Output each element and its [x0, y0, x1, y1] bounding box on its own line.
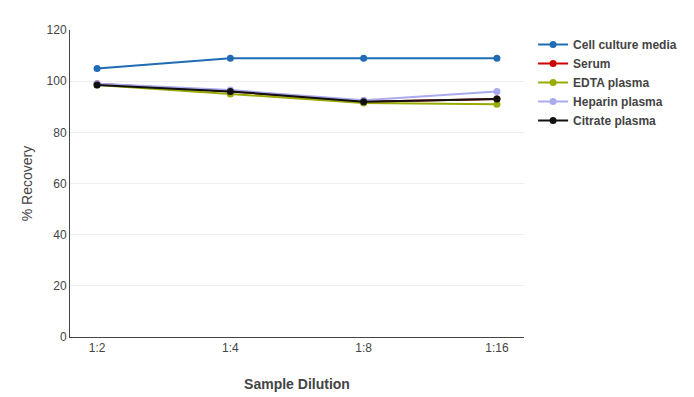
svg-text:1:2: 1:2	[89, 341, 106, 355]
svg-text:20: 20	[53, 279, 67, 293]
svg-text:Citrate plasma: Citrate plasma	[573, 114, 656, 128]
svg-text:1:16: 1:16	[485, 341, 509, 355]
svg-text:Serum: Serum	[573, 57, 610, 71]
svg-text:EDTA plasma: EDTA plasma	[573, 76, 649, 90]
svg-text:1:8: 1:8	[355, 341, 372, 355]
svg-text:80: 80	[53, 126, 67, 140]
svg-text:100: 100	[47, 74, 67, 88]
svg-text:1:4: 1:4	[222, 341, 239, 355]
svg-text:Heparin plasma: Heparin plasma	[573, 95, 663, 109]
svg-text:60: 60	[53, 177, 67, 191]
svg-text:Sample Dilution: Sample Dilution	[244, 376, 350, 392]
svg-text:40: 40	[53, 228, 67, 242]
svg-text:120: 120	[47, 23, 67, 37]
svg-text:0: 0	[60, 330, 67, 344]
svg-text:Cell culture media: Cell culture media	[573, 38, 677, 52]
svg-text:% Recovery: % Recovery	[19, 146, 35, 221]
